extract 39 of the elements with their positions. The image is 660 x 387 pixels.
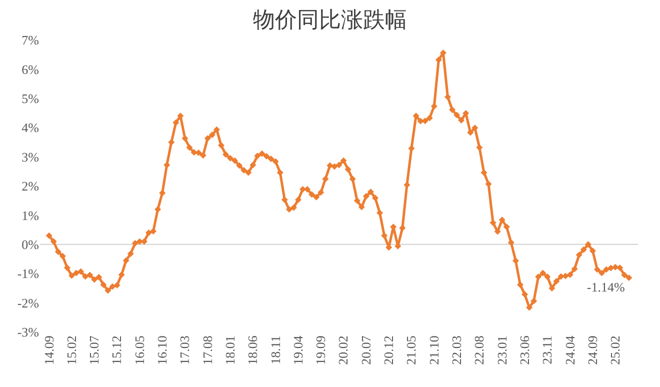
x-tick-label: 19.04 — [290, 335, 306, 365]
x-tick-label: 18.06 — [245, 335, 260, 365]
y-tick-label: 6% — [22, 62, 40, 77]
x-tick-label: 24.04 — [562, 335, 578, 365]
y-tick-label: 3% — [22, 149, 40, 164]
x-tick-label: 15.07 — [86, 335, 102, 365]
x-tick-label: 23.11 — [540, 336, 555, 364]
x-tick-label: 23.01 — [494, 336, 510, 365]
x-tick-label: 16.05 — [132, 336, 147, 365]
x-tick-label: 23.06 — [516, 335, 532, 365]
x-tick-label: 24.09 — [584, 336, 600, 365]
x-tick-label: 25.02 — [608, 336, 623, 365]
y-tick-label: 0% — [22, 236, 40, 252]
chart-title: 物价同比涨跌幅 — [253, 8, 407, 34]
x-tick-label: 20.07 — [358, 335, 374, 365]
x-tick-label: 17.08 — [200, 336, 215, 365]
y-tick-label: 2% — [22, 178, 40, 194]
y-tick-label: 4% — [22, 120, 40, 136]
x-tick-label: 22.08 — [472, 336, 487, 365]
y-tick-label: 1% — [22, 208, 40, 223]
x-tick-label: 19.09 — [313, 336, 328, 365]
x-tick-label: 22.03 — [449, 336, 464, 365]
x-tick-label: 18.01 — [222, 336, 238, 365]
x-tick-label: 16.10 — [154, 336, 170, 365]
x-tick-label: 15.12 — [109, 336, 124, 365]
x-tick-label: 14.09 — [41, 336, 56, 365]
y-tick-label: -1% — [17, 266, 40, 282]
y-tick-label: 5% — [22, 90, 40, 106]
x-tick-label: 20.02 — [336, 336, 351, 365]
x-tick-label: 15.02 — [64, 336, 79, 365]
x-tick-label: 21.05 — [404, 336, 419, 365]
x-tick-label: 17.03 — [177, 336, 192, 365]
y-tick-label: -3% — [17, 324, 40, 340]
data-label: -1.14% — [586, 280, 625, 295]
y-tick-label: 7% — [22, 32, 40, 48]
x-tick-label: 21.10 — [426, 336, 442, 365]
x-tick-label: 20.12 — [381, 336, 396, 365]
x-tick-label: 18.11 — [268, 336, 283, 364]
y-tick-label: -2% — [17, 295, 40, 310]
